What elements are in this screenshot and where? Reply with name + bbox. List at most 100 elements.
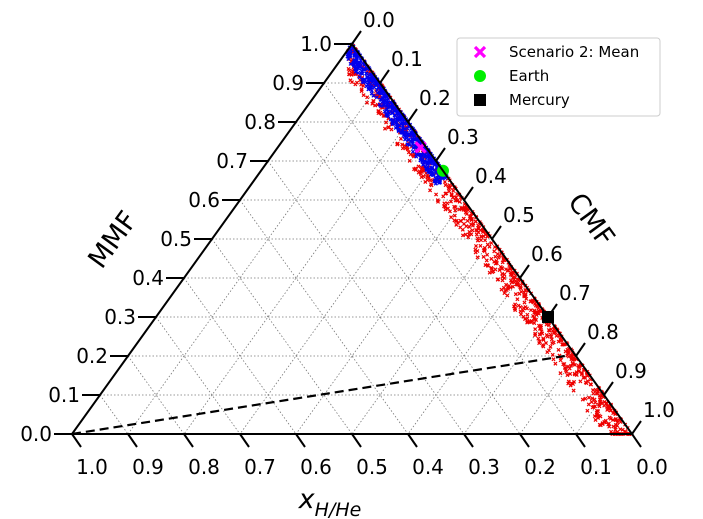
legend: Scenario 2: Mean Earth Mercury	[456, 37, 661, 117]
sample-point	[457, 199, 462, 204]
sample-point	[529, 299, 534, 304]
sample-point	[483, 238, 488, 243]
cmf-tick-label: 0.9	[615, 359, 647, 383]
grid-line	[463, 316, 549, 435]
sample-point	[361, 93, 366, 98]
sample-point	[572, 379, 577, 384]
sample-point	[585, 408, 590, 413]
sample-point	[449, 215, 454, 220]
sample-point	[453, 219, 459, 224]
sample-point	[516, 280, 521, 285]
sample-point	[380, 88, 385, 93]
tick-mark	[631, 420, 642, 435]
sample-point	[460, 233, 466, 238]
sample-point	[569, 381, 574, 386]
mmf-tick-label: 0.2	[76, 344, 108, 368]
sample-point	[593, 417, 598, 422]
sample-point	[428, 172, 433, 177]
sample-point	[433, 179, 438, 184]
sample-point	[434, 192, 439, 197]
cmf-tick-label: 0.4	[475, 164, 507, 188]
sample-point	[454, 195, 459, 200]
sample-point	[449, 193, 454, 198]
sample-point	[613, 416, 618, 421]
sample-point	[502, 291, 507, 296]
sample-point	[355, 55, 360, 60]
tick-mark	[575, 433, 586, 448]
sample-point	[407, 133, 412, 138]
tick-mark	[603, 381, 614, 396]
sample-point	[607, 415, 612, 420]
sample-point	[357, 75, 362, 80]
tick-mark	[351, 433, 362, 448]
sample-point	[525, 319, 530, 324]
sample-point	[396, 129, 401, 134]
sample-point	[478, 243, 483, 248]
sample-point	[414, 152, 419, 157]
grid-line	[295, 121, 521, 435]
sample-point	[452, 213, 457, 218]
sample-point	[577, 368, 582, 373]
sample-point	[541, 336, 546, 341]
sample-point	[510, 284, 515, 289]
grid-line	[267, 160, 465, 435]
sample-point	[398, 136, 403, 141]
sample-point	[610, 417, 616, 422]
sample-point	[565, 373, 570, 378]
sample-point	[364, 66, 369, 71]
mmf-tick-label: 0.4	[132, 266, 164, 290]
sample-point	[533, 333, 538, 338]
sample-point	[536, 336, 541, 341]
sample-point	[464, 224, 469, 229]
sample-point	[392, 109, 398, 114]
sample-point	[533, 310, 539, 315]
sample-point	[443, 183, 448, 188]
sample-point	[465, 218, 470, 223]
sample-point	[463, 232, 468, 237]
sample-point	[538, 326, 543, 331]
tick-mark	[575, 342, 586, 357]
grid-line	[407, 277, 521, 435]
sample-point	[395, 117, 400, 122]
sample-point	[418, 152, 423, 157]
sample-point	[373, 103, 378, 108]
tick-mark	[379, 69, 390, 84]
cmf-tick-label: 0.5	[503, 203, 535, 227]
sample-point	[505, 268, 510, 273]
sample-point	[390, 105, 395, 110]
sample-point	[410, 149, 415, 154]
sample-point	[444, 191, 449, 196]
sample-point	[475, 236, 480, 241]
tick-mark	[295, 433, 306, 448]
sample-point	[441, 204, 447, 209]
grid-line	[211, 238, 353, 435]
sample-point	[490, 270, 495, 275]
sample-point	[598, 399, 603, 404]
sample-point	[522, 300, 527, 305]
legend-label: Scenario 2: Mean	[509, 43, 639, 61]
cmf-tick-label: 0.3	[447, 125, 479, 149]
sample-point	[386, 96, 391, 101]
sample-point	[594, 408, 599, 413]
data-layer	[71, 42, 634, 437]
sample-point	[588, 382, 594, 387]
sample-point	[369, 83, 374, 88]
sample-point	[558, 371, 563, 376]
sample-point	[489, 256, 494, 261]
sample-point	[489, 266, 494, 271]
sample-point	[515, 297, 520, 302]
sample-point	[366, 80, 371, 85]
cmf-tick-label: 1.0	[643, 398, 675, 422]
sample-point	[547, 328, 552, 333]
sample-point	[464, 206, 469, 211]
tick-mark	[239, 433, 250, 448]
tick-mark	[491, 225, 502, 240]
sample-point	[353, 82, 358, 87]
sample-point	[489, 240, 494, 245]
sample-point	[540, 342, 545, 348]
sample-point	[364, 71, 369, 76]
sample-point	[468, 214, 473, 219]
sample-point	[501, 285, 506, 290]
sample-point	[453, 208, 458, 213]
